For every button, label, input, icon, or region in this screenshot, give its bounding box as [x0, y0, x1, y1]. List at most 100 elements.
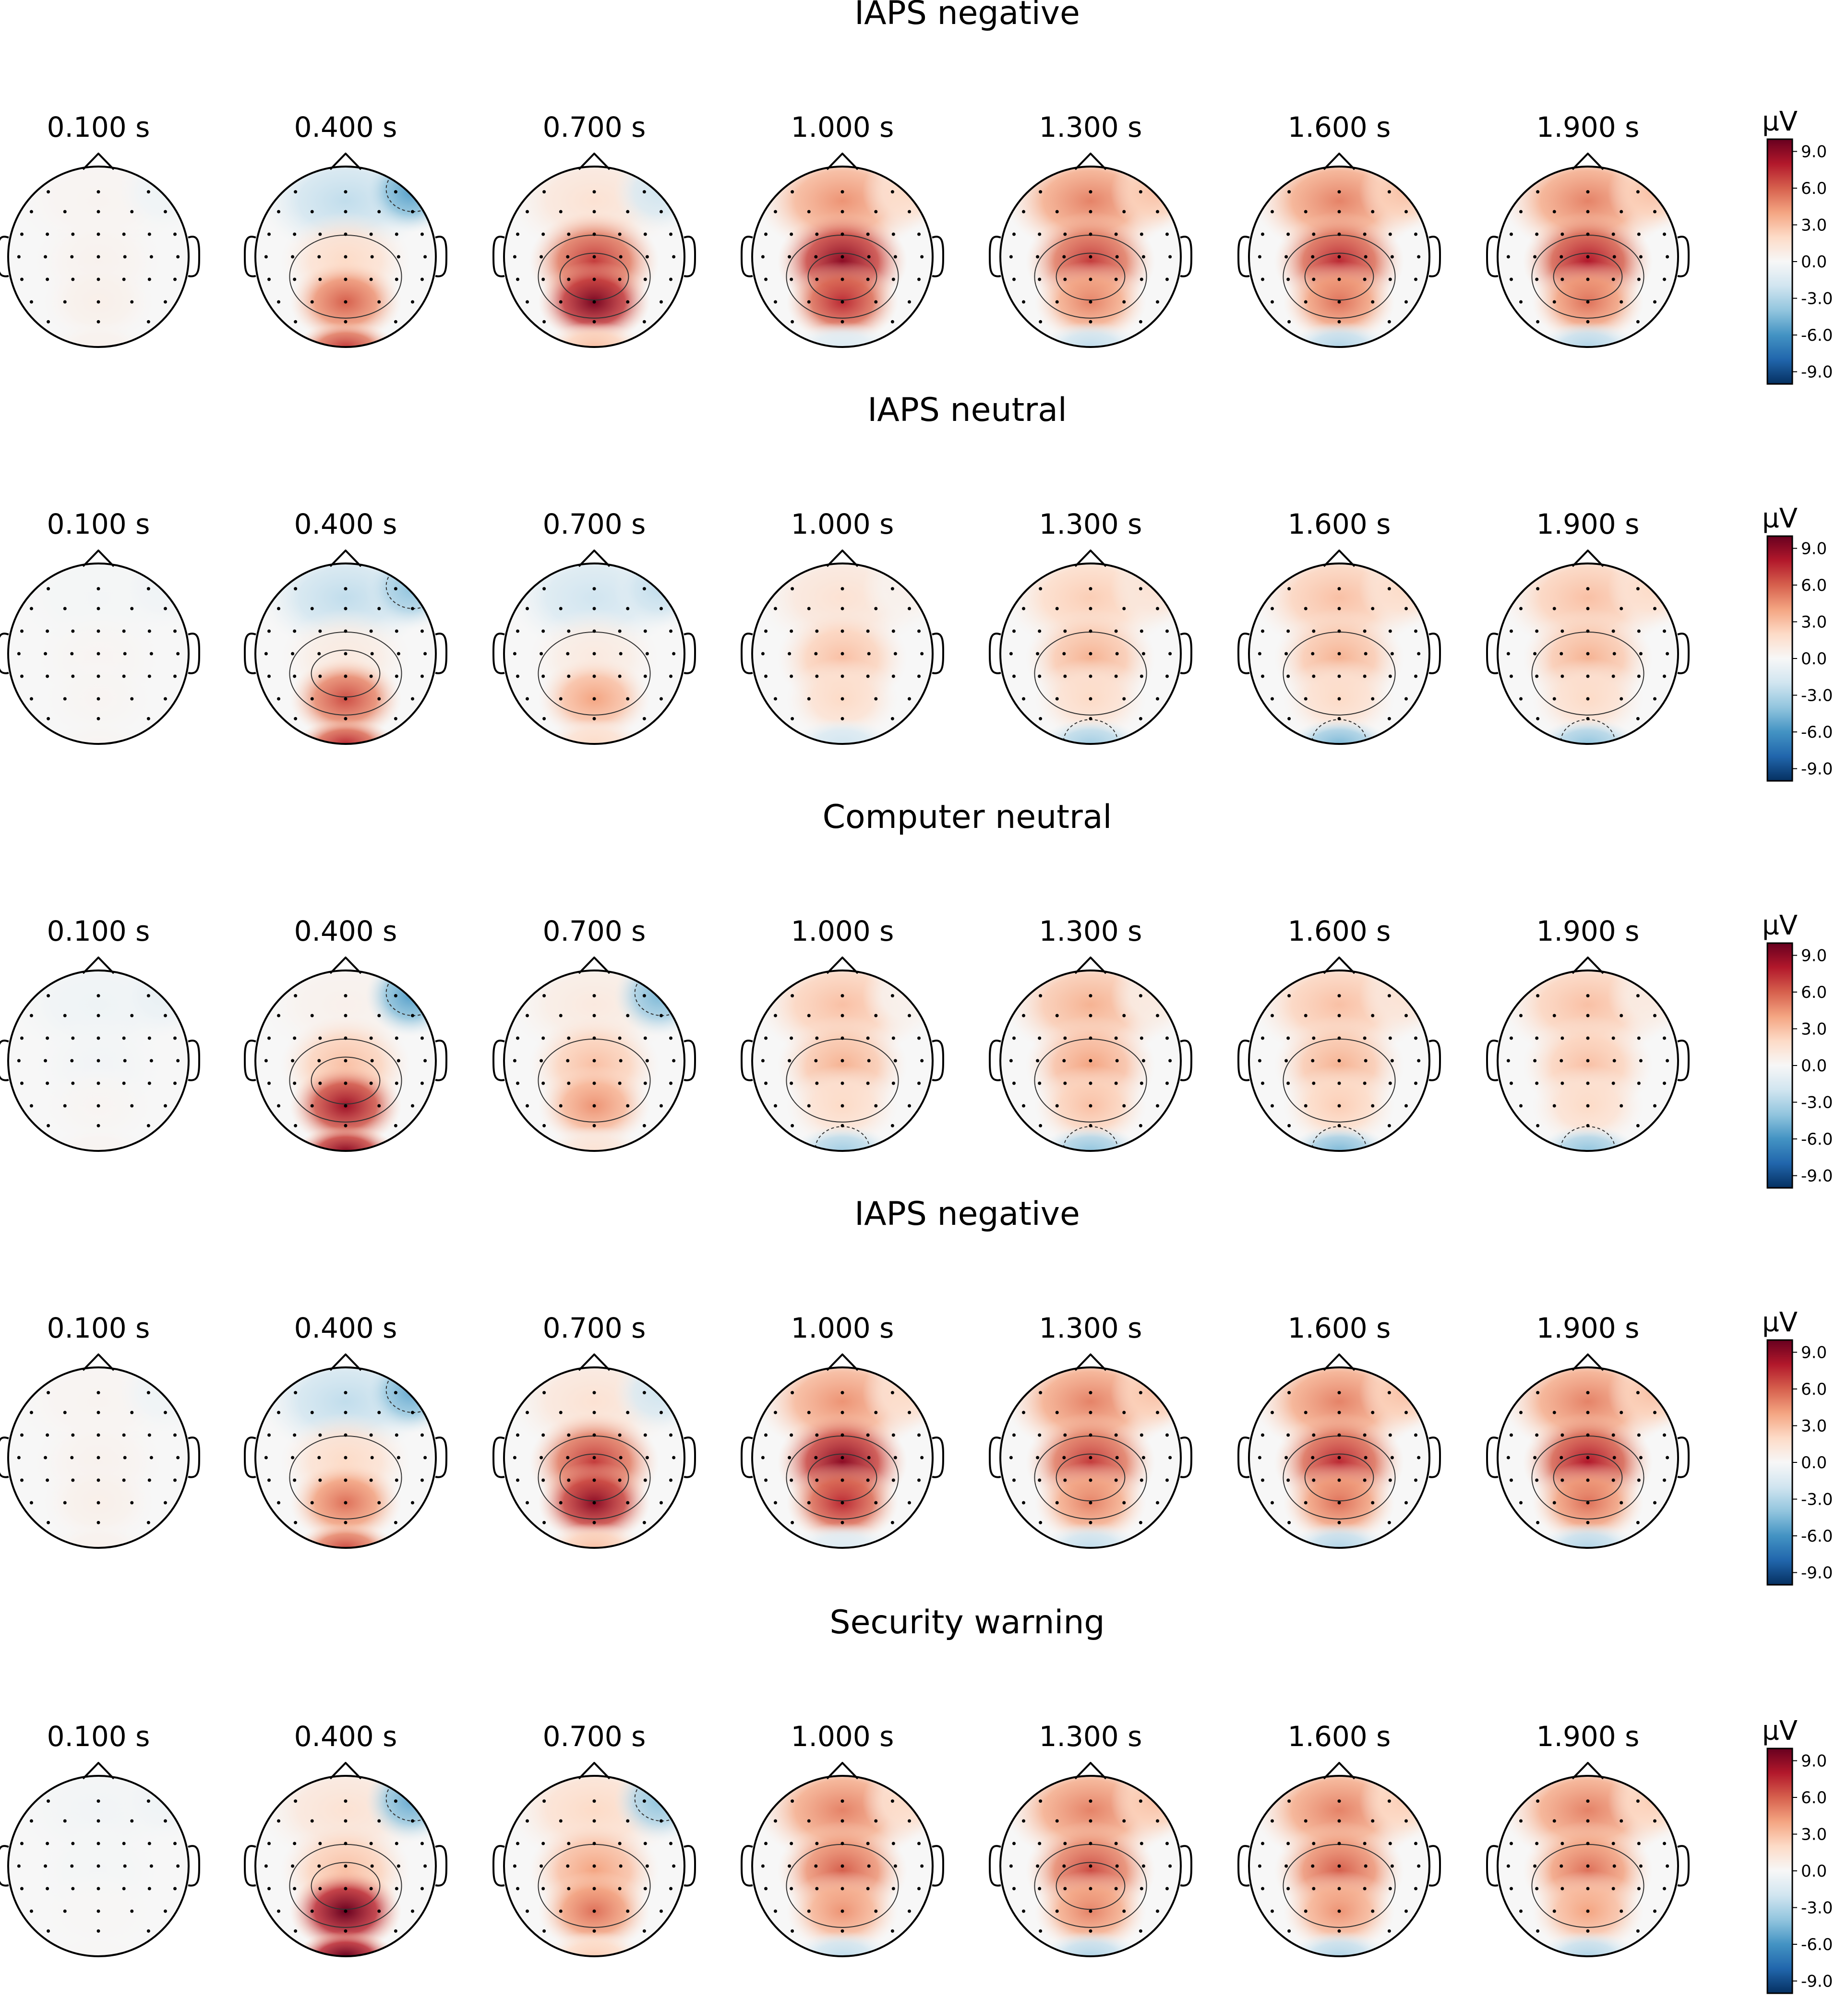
electrode-dot [293, 629, 297, 633]
topomap [0, 957, 201, 1152]
electrode-dot [1519, 210, 1523, 214]
electrode-dot [1038, 1081, 1042, 1085]
electrode-dot [592, 190, 596, 194]
electrode-dot [1284, 652, 1288, 656]
electrode-dot [395, 1842, 398, 1845]
nose-icon [329, 550, 362, 567]
electrode-dot [791, 587, 794, 591]
right-ear-icon [1677, 633, 1690, 674]
colorbar-tick-label: -9.0 [1801, 1564, 1833, 1583]
left-ear-icon [0, 236, 9, 277]
right-ear-icon [435, 236, 448, 277]
electrode-dot [96, 300, 100, 304]
topomap [1237, 1353, 1441, 1549]
electrode-dot [1022, 1909, 1026, 1913]
electrode-dot [1139, 994, 1142, 998]
electrode-dot [1022, 1501, 1026, 1505]
electrode-dot [1165, 1081, 1169, 1085]
right-ear-icon [1428, 1436, 1441, 1478]
electrode-dot [592, 629, 596, 633]
contour-line [559, 252, 629, 301]
electrode-dot [1337, 232, 1341, 236]
electrode-dot [807, 210, 811, 214]
electrode-dot [592, 1929, 596, 1933]
right-ear-icon [1180, 633, 1193, 674]
electrode-dot [1304, 1909, 1308, 1913]
electrode-dot [526, 1819, 529, 1823]
electrode-dot [310, 697, 314, 701]
electrode-dot [567, 1433, 571, 1437]
electrode-dot [17, 1456, 21, 1460]
electrode-dot [540, 255, 543, 259]
electrode-dot [47, 1799, 50, 1803]
electrode-dot [1089, 1520, 1092, 1524]
time-label: 1.600 s [1288, 508, 1391, 540]
electrode-dot [917, 232, 921, 236]
electrode-dot [619, 1059, 623, 1063]
electrode-dot [1560, 1081, 1564, 1085]
right-ear-icon [684, 1845, 696, 1887]
electrode-dot [47, 587, 50, 591]
electrode-dot [344, 717, 348, 720]
electrode-dot [1089, 697, 1092, 701]
electrode-dot [1637, 1036, 1641, 1040]
electrode-dot [1586, 629, 1590, 633]
electrode-dot [516, 1887, 520, 1891]
electrode-dot [30, 607, 34, 610]
electrode-dot [96, 1433, 100, 1437]
electrode-dot [866, 629, 870, 633]
colorbar-tick-label: -3.0 [1801, 1899, 1833, 1918]
electrode-dot [1414, 674, 1417, 678]
electrode-dot [318, 1887, 322, 1891]
right-ear-icon [435, 633, 448, 674]
colorbar-tick-label: -3.0 [1801, 686, 1833, 706]
electrode-dot [344, 1887, 348, 1891]
electrode-dot [1039, 320, 1043, 323]
electrode-dot [420, 674, 424, 678]
electrode-dot [619, 1456, 623, 1460]
electrode-dot [30, 1909, 34, 1913]
nose-icon [329, 153, 362, 170]
electrode-dot [1560, 1456, 1563, 1460]
condition-title: IAPS negative [854, 0, 1080, 32]
electrode-dot [1155, 1819, 1159, 1823]
electrode-dot [1414, 1887, 1417, 1891]
electrode-dot [1312, 232, 1316, 236]
electrode-dot [1404, 210, 1408, 214]
electrode-dot [1586, 1433, 1590, 1437]
electrode-dot [1063, 232, 1067, 236]
electrode-dot [791, 1391, 794, 1395]
electrode-dot [643, 1433, 647, 1437]
electrode-dot [1535, 1842, 1539, 1845]
electrode-dot [643, 1887, 647, 1891]
electrode-dot [1337, 1124, 1341, 1127]
electrode-dot [626, 300, 630, 304]
electrode-dot [318, 1081, 322, 1085]
electrode-dot [20, 629, 24, 633]
time-label: 1.600 s [1288, 1312, 1391, 1344]
nose-icon [1572, 1762, 1604, 1780]
electrode-dot [840, 1929, 844, 1933]
electrode-dot [1287, 717, 1291, 720]
electrode-dot [146, 717, 150, 720]
colorbar-tick-label: 6.0 [1801, 983, 1827, 1002]
topomap [0, 550, 201, 745]
electrode-dot [1022, 300, 1026, 304]
electrode-dot [592, 1456, 596, 1460]
electrode-dot [130, 210, 134, 214]
electrode-dot [394, 1520, 397, 1524]
electrode-dot [1519, 697, 1523, 701]
electrode-dot [807, 1411, 811, 1414]
electrode-dot [840, 607, 844, 610]
electrode-dot [1388, 277, 1392, 281]
electrode-dot [1388, 629, 1392, 633]
electrode-dot [96, 190, 100, 194]
electrode-dot [540, 1864, 543, 1868]
electrode-dot [147, 1887, 151, 1891]
electrode-dot [1535, 277, 1539, 281]
electrode-dot [1510, 277, 1513, 281]
electrode-dot [866, 232, 870, 236]
electrode-dot [790, 674, 793, 678]
electrode-dot [1414, 1433, 1417, 1437]
electrode-dot [541, 1036, 545, 1040]
